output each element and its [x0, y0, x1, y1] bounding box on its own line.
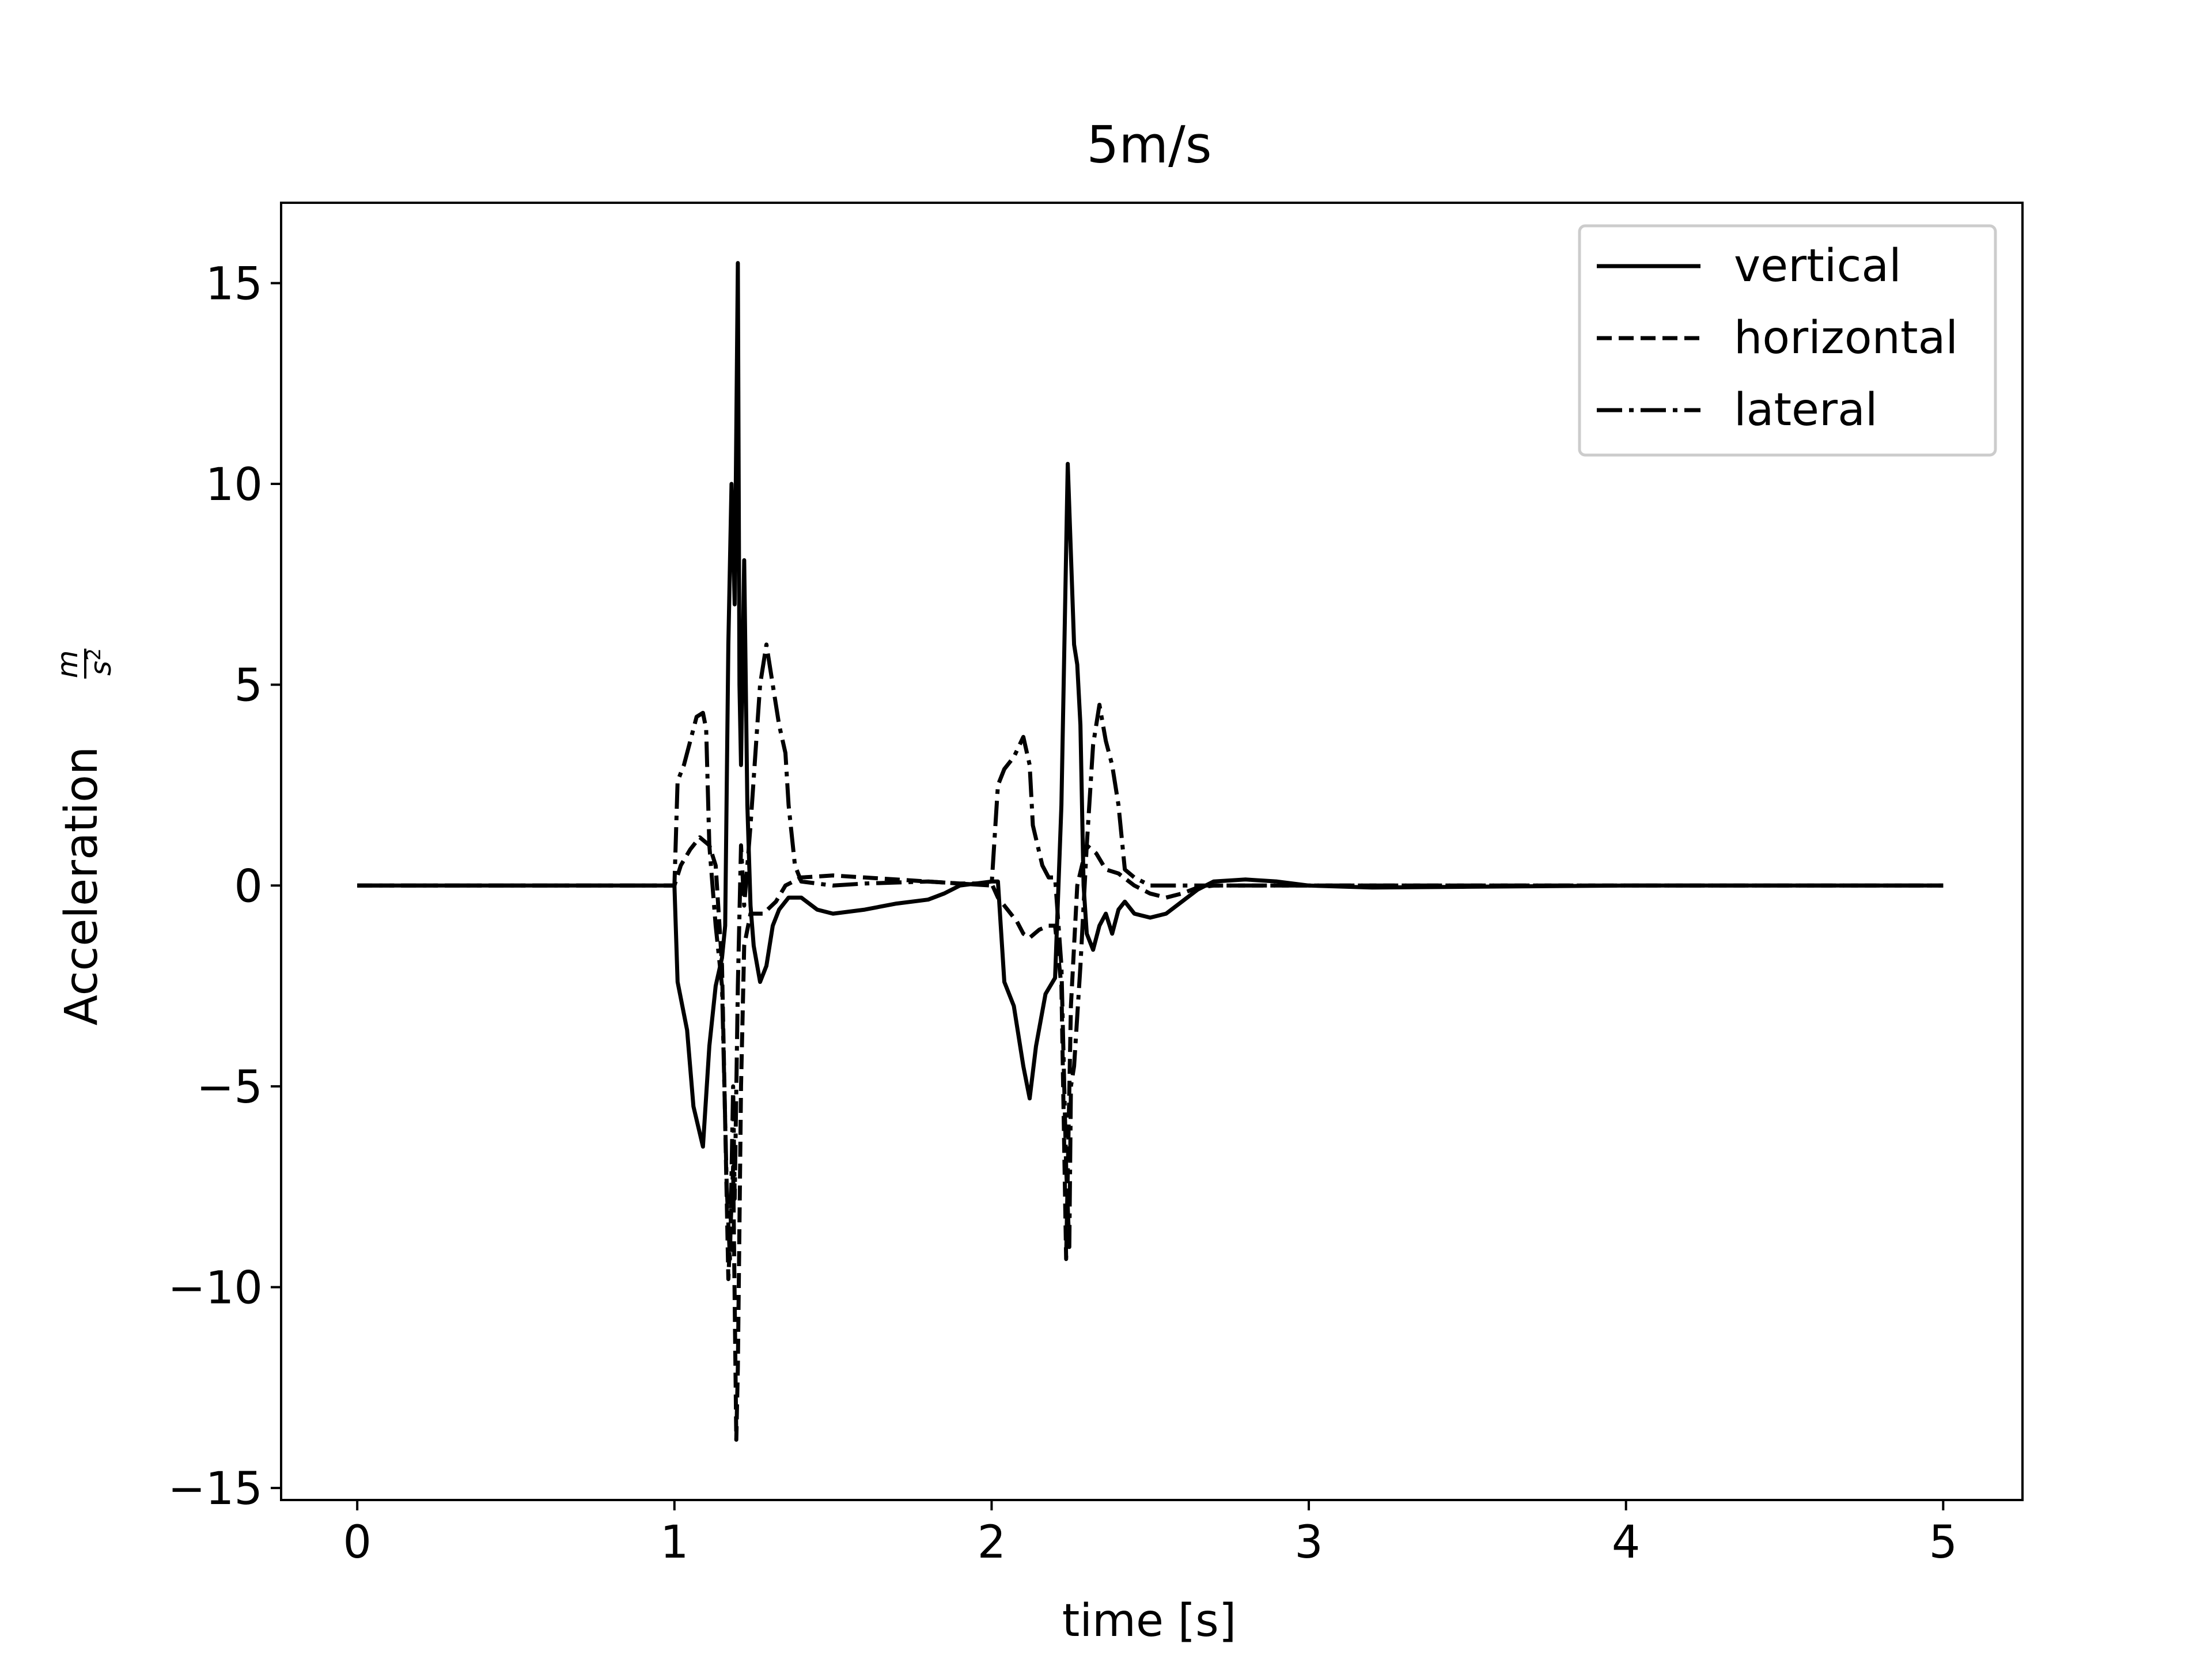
y-axis-label: Acceleration	[56, 747, 108, 1026]
series-layer	[357, 261, 1944, 1442]
y-tick-label: 10	[206, 459, 263, 511]
y-axis-unit-denominator: s	[84, 661, 118, 676]
x-axis-label: time [s]	[1062, 1595, 1237, 1647]
y-axis: −15 −10 −5 0 5 10 15	[168, 258, 281, 1515]
y-tick-label: 0	[234, 861, 263, 912]
y-tick-label: 15	[206, 258, 263, 310]
legend-label-horizontal: horizontal	[1734, 312, 1958, 364]
x-tick-label: 0	[343, 1517, 372, 1569]
x-tick-label: 3	[1294, 1517, 1323, 1569]
series-line-lateral	[357, 642, 1944, 1262]
y-axis-unit-numerator: m	[51, 650, 84, 679]
y-tick-label: −10	[168, 1262, 263, 1314]
y-tick-label: 5	[234, 660, 263, 712]
y-tick-label: −5	[196, 1062, 263, 1113]
legend: vertical horizontal lateral	[1578, 224, 1997, 457]
y-tick-label: −15	[168, 1463, 263, 1515]
x-tick-label: 4	[1612, 1517, 1641, 1569]
plot-frame	[280, 202, 2024, 1501]
series-line-vertical	[357, 261, 1944, 1149]
chart-title: 5m/s	[1086, 115, 1211, 175]
legend-label-lateral: lateral	[1734, 384, 1878, 436]
plot-area	[357, 261, 1944, 1442]
x-tick-label: 1	[660, 1517, 689, 1569]
x-axis: 0 1 2 3 4 5	[343, 1500, 1957, 1569]
x-tick-label: 2	[978, 1517, 1006, 1569]
legend-label-vertical: vertical	[1734, 240, 1902, 292]
legend-box	[1578, 224, 1997, 457]
y-axis-label-group: Acceleration m s 2	[51, 648, 118, 1025]
y-axis-unit-exponent: 2	[82, 648, 105, 661]
x-tick-label: 5	[1929, 1517, 1958, 1569]
